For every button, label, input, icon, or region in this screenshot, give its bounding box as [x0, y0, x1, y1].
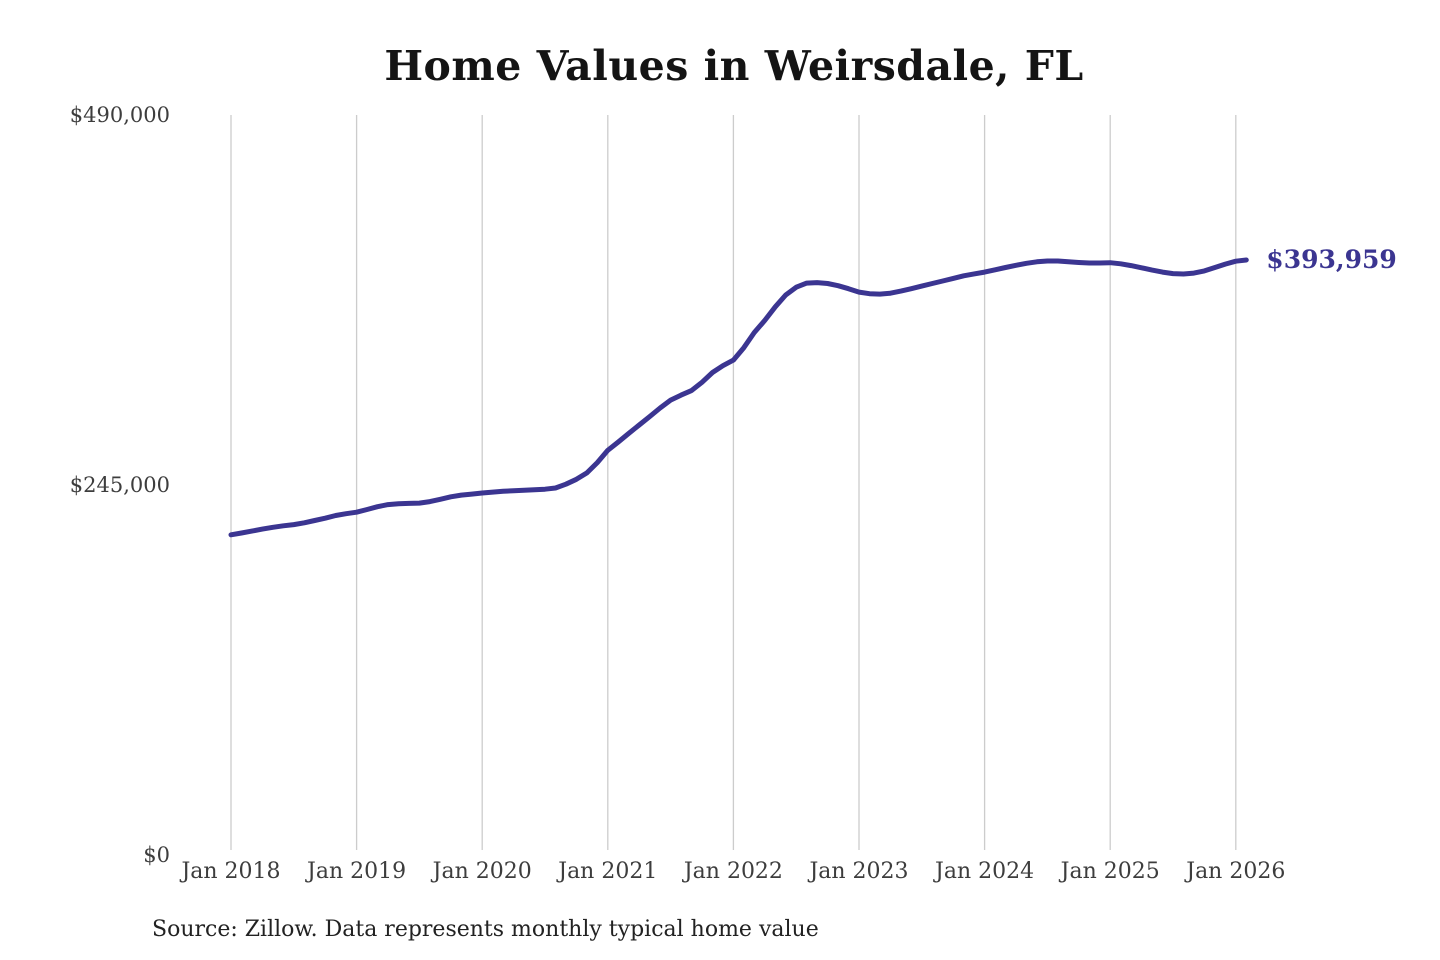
y-tick-label: $0: [143, 843, 170, 867]
y-tick-label: $490,000: [70, 103, 170, 127]
x-tick-label: Jan 2020: [431, 859, 532, 884]
source-note: Source: Zillow. Data represents monthly …: [152, 917, 819, 942]
chart-title: Home Values in Weirsdale, FL: [384, 42, 1084, 90]
x-tick-label: Jan 2022: [682, 859, 783, 884]
x-tick-label: Jan 2024: [933, 859, 1034, 884]
x-tick-label: Jan 2018: [179, 859, 280, 884]
end-value-label: $393,959: [1266, 245, 1396, 274]
x-tick-label: Jan 2026: [1184, 859, 1285, 884]
x-tick-label: Jan 2019: [305, 859, 406, 884]
y-tick-label: $245,000: [70, 473, 170, 497]
home-value-line: [228, 257, 1249, 538]
x-tick-label: Jan 2021: [556, 859, 657, 884]
x-tick-label: Jan 2025: [1059, 859, 1160, 884]
x-tick-label: Jan 2023: [807, 859, 908, 884]
